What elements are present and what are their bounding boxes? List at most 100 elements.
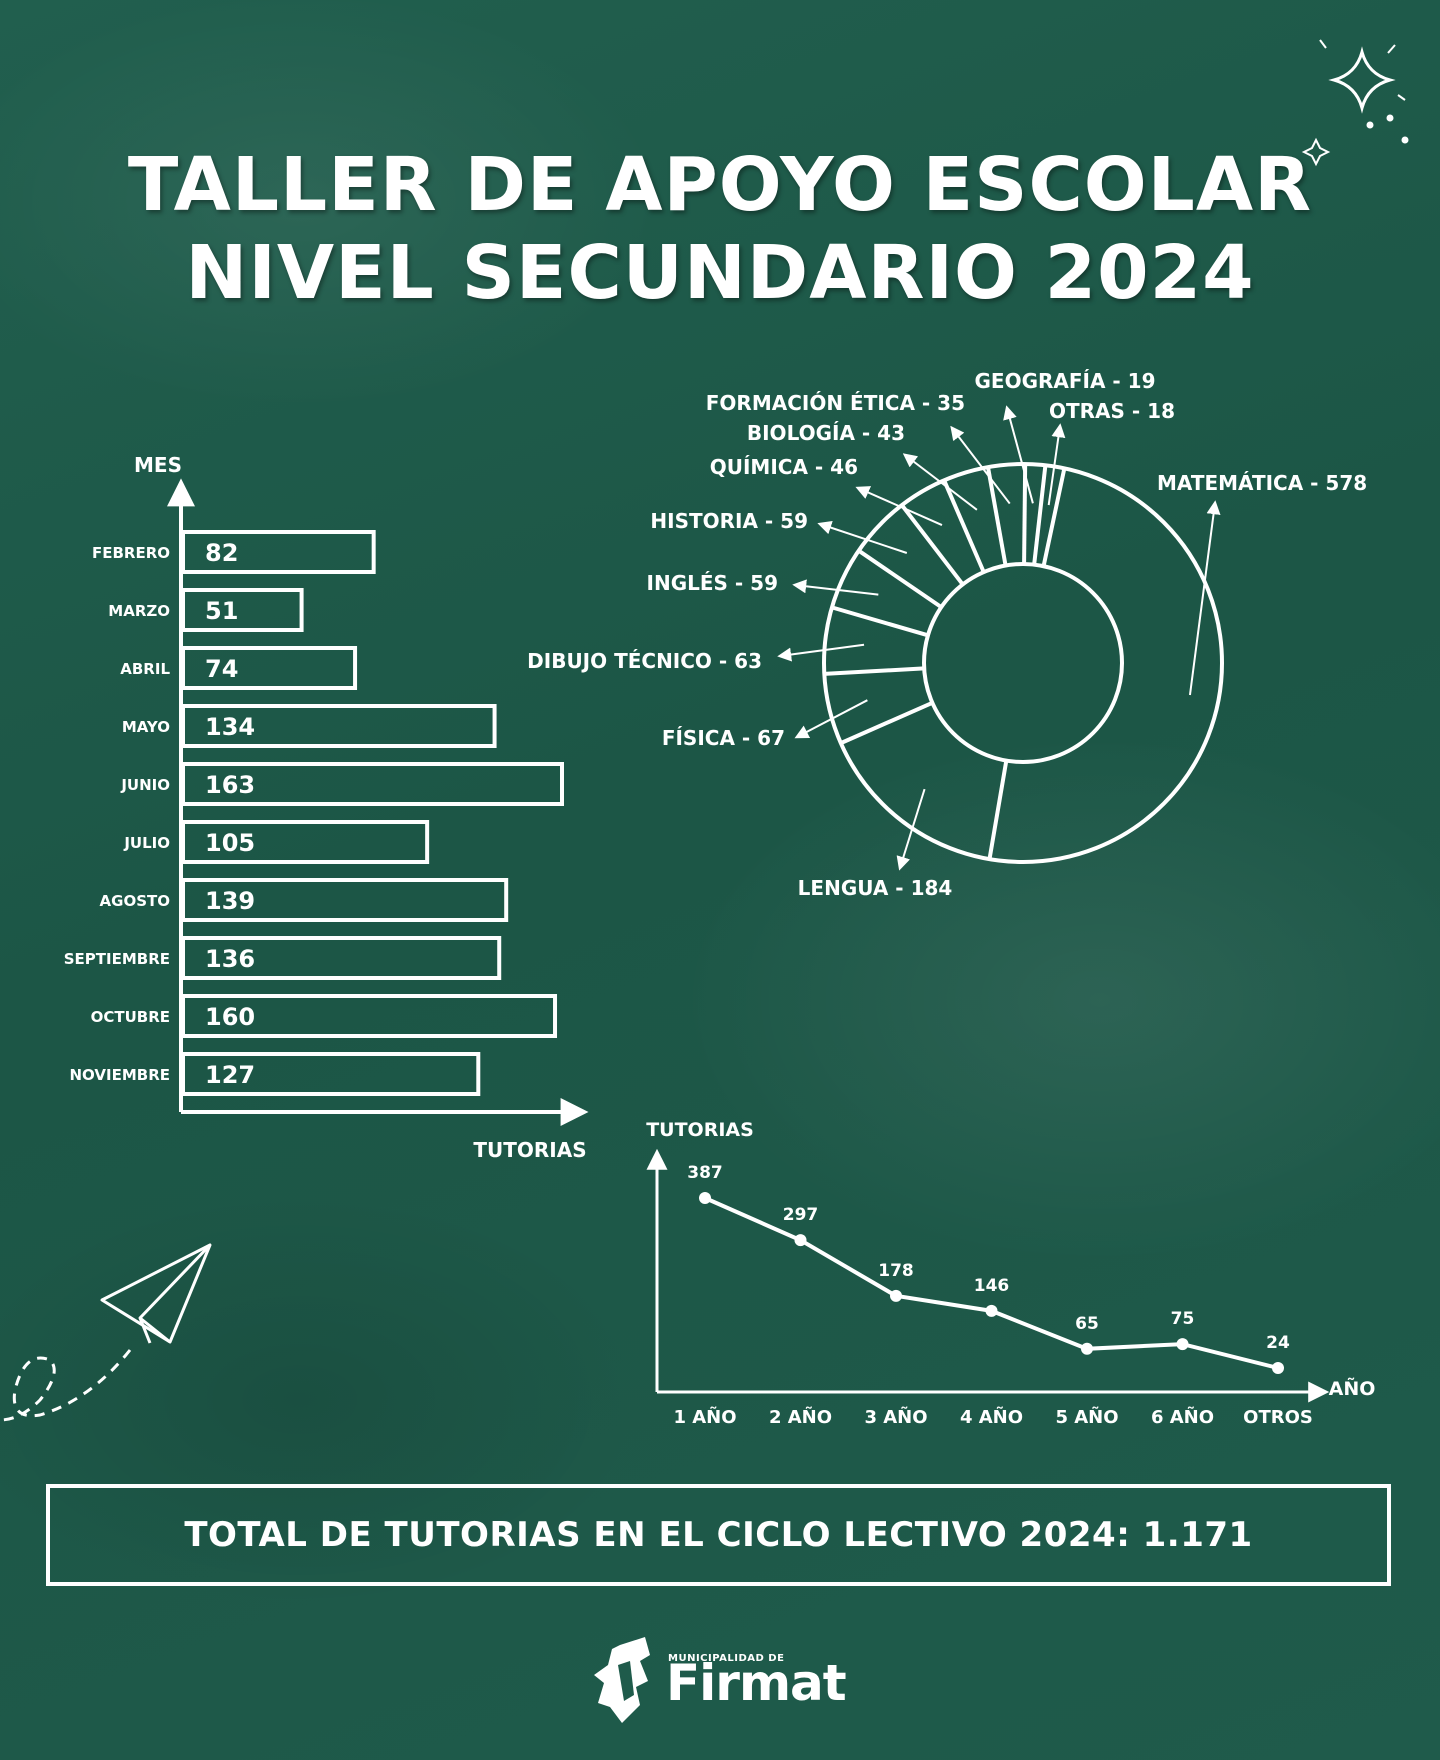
total-box: TOTAL DE TUTORIAS EN EL CICLO LECTIVO 20… [46, 1484, 1391, 1586]
line-point [890, 1289, 902, 1302]
bar [181, 936, 502, 980]
bar-category-label: AGOSTO [100, 892, 170, 910]
bars-group: 82 FEBRERO 51 MARZO 74 ABRIL 134 MAYO 163 JUNIO 10… [64, 530, 564, 1096]
line-value-label: 178 [878, 1261, 914, 1281]
line-category-label: 6 AÑO [1151, 1405, 1214, 1428]
line-category-label: 2 AÑO [769, 1405, 832, 1428]
bar-category-label: NOVIEMBRE [70, 1066, 171, 1084]
donut-slice-divider [840, 701, 934, 745]
bar-category-label: SEPTIEMBRE [64, 950, 170, 968]
donut-label-arrow [777, 643, 865, 662]
donut-slice-divider [857, 549, 943, 609]
donut-label-arrow [902, 453, 978, 511]
line-chart-x-label: AÑO [1329, 1376, 1376, 1400]
line-category-label: OTROS [1243, 1407, 1313, 1428]
line-value-label: 24 [1266, 1333, 1290, 1353]
bar [181, 646, 358, 690]
bar-value-label: 74 [205, 655, 238, 683]
donut-label-arrow [1047, 423, 1066, 506]
bar-value-label: 82 [205, 539, 238, 567]
bar [181, 762, 564, 806]
bar [181, 878, 509, 922]
firmat-logo-icon [594, 1637, 650, 1723]
donut-slice-divider [824, 666, 925, 676]
donut-slice-label: INGLÉS - 59 [647, 571, 778, 595]
donut-slice-label: HISTORIA - 59 [650, 509, 808, 533]
donut-label-arrow [817, 520, 908, 554]
donut-slice-divider [986, 466, 1008, 566]
bar [181, 588, 304, 632]
line-value-label: 65 [1075, 1314, 1099, 1334]
monthly-bar-chart: MES TUTORIAS 82 FEBRERO 51 MARZO 74 ABRIL 134 M… [64, 453, 589, 1162]
bar-value-label: 163 [205, 771, 255, 799]
line-category-label: 1 AÑO [673, 1405, 736, 1428]
donut-label-arrow [794, 699, 868, 739]
donut-slice-divider [900, 503, 965, 586]
line-chart-y-label: TUTORIAS [646, 1119, 754, 1141]
donut-slice-divider [942, 479, 986, 573]
line-point [699, 1192, 711, 1204]
donut-slice-label: QUÍMICA - 46 [710, 455, 858, 479]
bar [181, 994, 558, 1038]
bar [181, 530, 376, 574]
donut-slice-label: MATEMÁTICA - 578 [1157, 471, 1367, 495]
line-category-label: 4 AÑO [960, 1405, 1023, 1428]
line-value-label: 387 [687, 1163, 723, 1183]
line-category-label: 3 AÑO [864, 1405, 927, 1428]
bar-category-label: ABRIL [120, 660, 170, 678]
donut-label-arrow [1003, 405, 1034, 504]
line-point [1081, 1342, 1093, 1355]
title-line-2: NIVEL SECUNDARIO 2024 [185, 230, 1255, 316]
logo-small-text: MUNICIPALIDAD DE [668, 1653, 785, 1664]
donut-slice-divider [987, 760, 1009, 860]
line-value-label: 297 [783, 1205, 819, 1225]
bar-value-label: 139 [205, 887, 255, 915]
line-point [985, 1304, 998, 1317]
bar [181, 820, 430, 864]
bar-value-label: 136 [205, 945, 255, 973]
donut-slice-label: FORMACIÓN ÉTICA - 35 [706, 391, 965, 415]
line-point [1272, 1362, 1284, 1374]
logo-name: Firmat [666, 1654, 847, 1712]
bar-value-label: 127 [205, 1061, 255, 1089]
bar [181, 704, 497, 748]
donut-slice-label: GEOGRAFÍA - 19 [974, 369, 1155, 393]
donut-slice-divider [1041, 467, 1067, 567]
bar-category-label: FEBRERO [92, 544, 170, 562]
donut-label-arrow [1188, 500, 1221, 696]
bar-value-label: 160 [205, 1003, 255, 1031]
donut-slice-label: FÍSICA - 67 [662, 726, 785, 750]
bar-value-label: 51 [205, 597, 238, 625]
bar-category-label: MARZO [108, 602, 170, 620]
donut-slice-divider [831, 605, 929, 638]
line-point [1176, 1338, 1189, 1351]
bar-chart-x-label: TUTORIAS [473, 1138, 586, 1162]
title-line-1: TALLER DE APOYO ESCOLAR [127, 142, 1313, 228]
subject-donut-chart: MATEMÁTICA - 578 LENGUA - 184 FÍSICA - 67 D… [527, 369, 1367, 900]
bar-category-label: JUNIO [120, 776, 170, 794]
donut-slice-divider [1022, 463, 1028, 565]
donut-slice-divider [1032, 465, 1048, 565]
donut-label-arrow [792, 579, 879, 596]
donut-labels: MATEMÁTICA - 578 LENGUA - 184 FÍSICA - 67 D… [527, 369, 1367, 900]
line-value-label: 75 [1171, 1309, 1195, 1329]
donut-label-arrow [855, 486, 943, 526]
donut-label-arrow [950, 425, 1011, 505]
bar-category-label: OCTUBRE [91, 1008, 170, 1026]
bar [181, 1052, 481, 1096]
line-series: 387 1 AÑO 297 2 AÑO 178 3 AÑO 146 4 AÑO 65 5 AÑO 7… [673, 1163, 1312, 1428]
bar-value-label: 105 [205, 829, 255, 857]
total-text: TOTAL DE TUTORIAS EN EL CICLO LECTIVO 20… [184, 1515, 1253, 1555]
line-value-label: 146 [974, 1276, 1010, 1296]
line-category-label: 5 AÑO [1055, 1405, 1118, 1428]
donut-slice-label: OTRAS - 18 [1049, 399, 1175, 423]
bar-category-label: JULIO [123, 834, 170, 852]
line-point [794, 1234, 807, 1247]
bar-value-label: 134 [205, 713, 255, 741]
year-line-chart: TUTORIAS AÑO 387 1 AÑO 297 2 AÑO 178 3 AÑO 146… [646, 1119, 1375, 1428]
sparkle-icon [1301, 39, 1409, 167]
donut-inner-ring [922, 562, 1124, 764]
donut-slice-label: DIBUJO TÉCNICO - 63 [527, 649, 762, 673]
